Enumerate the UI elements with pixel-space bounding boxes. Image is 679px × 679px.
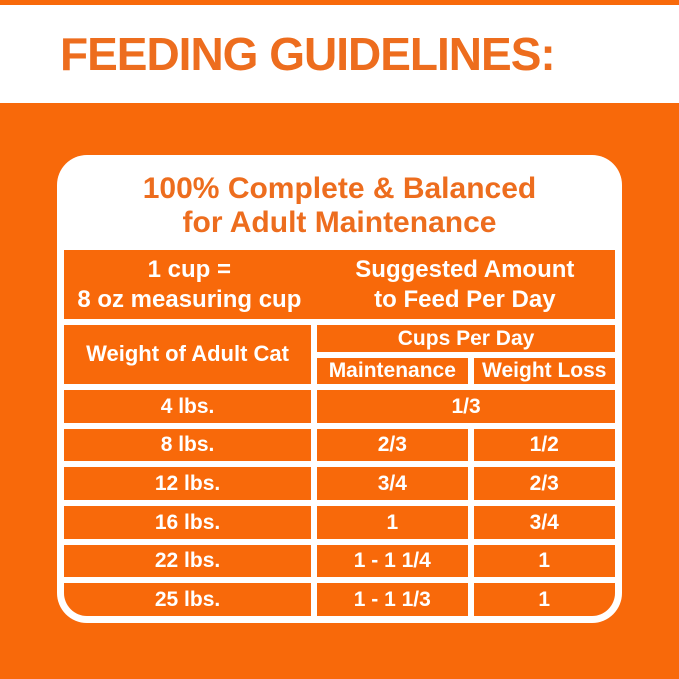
- maintenance-cell: 3/4: [317, 467, 468, 500]
- maintenance-cell: 1 - 1 1/4: [317, 544, 468, 578]
- weight-loss-cell: 1: [473, 544, 615, 578]
- info-band: 1 cup = 8 oz measuring cup Suggested Amo…: [64, 250, 615, 319]
- weight-cell: 12 lbs.: [64, 467, 312, 500]
- cup-equivalence-line2: 8 oz measuring cup: [77, 285, 302, 313]
- page-header: FEEDING GUIDELINES:: [0, 5, 679, 103]
- maintenance-cell: 2/3: [317, 428, 468, 462]
- weight-loss-cell: 1/2: [473, 428, 615, 462]
- weight-cell: 16 lbs.: [64, 506, 312, 539]
- maintenance-cell: 1 - 1 1/3: [317, 583, 468, 616]
- panel-title-line1: 100% Complete & Balanced: [142, 171, 537, 205]
- weight-cell: 8 lbs.: [64, 428, 312, 462]
- page-title: FEEDING GUIDELINES:: [60, 28, 556, 80]
- weight-loss-cell: 3/4: [473, 506, 615, 539]
- maintenance-cell: 1/3: [317, 390, 615, 423]
- suggested-amount-line1: Suggested Amount: [355, 255, 575, 283]
- suggested-amount-line2: to Feed Per Day: [374, 285, 556, 313]
- feeding-table: 1 cup = 8 oz measuring cup Suggested Amo…: [64, 250, 615, 616]
- cup-equivalence-line1: 1 cup =: [147, 255, 232, 283]
- weight-column-header: Weight of Adult Cat: [64, 325, 312, 384]
- weight-cell: 22 lbs.: [64, 544, 312, 578]
- weight-loss-column-header: Weight Loss: [473, 358, 615, 384]
- weight-cell: 4 lbs.: [64, 390, 312, 423]
- cups-per-day-header: Cups Per Day: [317, 325, 615, 352]
- weight-loss-cell: 2/3: [473, 467, 615, 500]
- panel-title-line2: for Adult Maintenance: [182, 206, 497, 239]
- maintenance-cell: 1: [317, 506, 468, 539]
- maintenance-column-header: Maintenance: [317, 358, 468, 384]
- guidelines-panel: 100% Complete & Balanced for Adult Maint…: [57, 155, 622, 623]
- panel-title: 100% Complete & Balanced for Adult Maint…: [64, 162, 615, 250]
- weight-cell: 25 lbs.: [64, 583, 312, 616]
- cup-equivalence: 1 cup = 8 oz measuring cup: [64, 255, 315, 315]
- weight-loss-cell: 1: [473, 583, 615, 616]
- suggested-amount: Suggested Amount to Feed Per Day: [315, 255, 615, 315]
